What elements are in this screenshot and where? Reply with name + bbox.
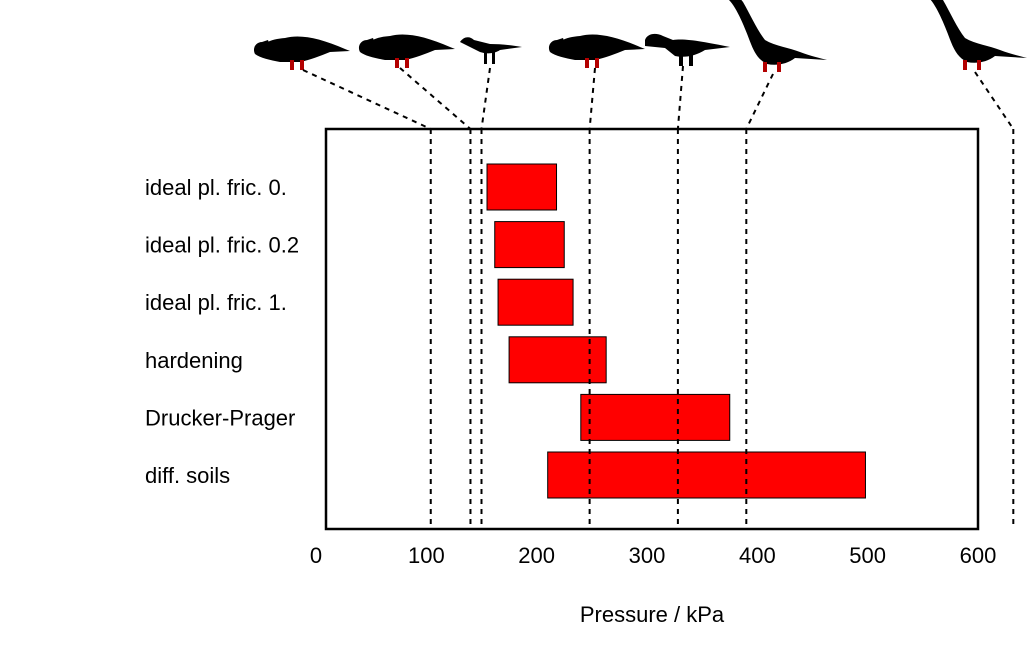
silhouette-leader-lines [302, 65, 1015, 130]
bar-2 [494, 221, 565, 269]
leader-line [480, 67, 491, 130]
leader-line [974, 71, 1015, 130]
bar-4 [508, 336, 607, 384]
bar-series [486, 163, 866, 499]
x-tick-label: 400 [739, 543, 776, 568]
hadrosaur-silhouette-icon [548, 34, 645, 68]
category-label: Drucker-Prager [145, 405, 295, 430]
x-tick-label: 0 [310, 543, 322, 568]
leader-line [399, 67, 472, 130]
reference-lines [429, 129, 1015, 529]
x-tick-label: 200 [518, 543, 555, 568]
sauropod-silhouette-icon [729, 0, 827, 72]
category-label: diff. soils [145, 463, 230, 488]
leader-line [302, 69, 432, 130]
category-label: ideal pl. fric. 1. [145, 290, 287, 315]
theropod-silhouette-icon [645, 33, 730, 66]
bar-3 [497, 278, 574, 326]
bar-6 [547, 451, 866, 499]
category-label: ideal pl. fric. 0.2 [145, 233, 299, 258]
x-tick-label: 100 [408, 543, 445, 568]
hadrosaur-silhouette-icon [358, 34, 455, 68]
leader-line [676, 65, 684, 130]
x-tick-label: 600 [960, 543, 997, 568]
bar-1 [486, 163, 558, 211]
leader-line [588, 67, 596, 130]
hadrosaur-silhouette-icon [253, 36, 350, 70]
dinosaur-silhouettes [253, 0, 1027, 72]
plot-frame [324, 127, 980, 531]
category-labels: ideal pl. fric. 0. ideal pl. fric. 0.2 ide… [145, 175, 299, 488]
x-tick-label: 500 [849, 543, 886, 568]
x-tick-label: 300 [629, 543, 666, 568]
small-theropod-silhouette-icon [460, 37, 522, 64]
sauropod-silhouette-icon [930, 0, 1027, 70]
x-axis-title: Pressure / kPa [580, 602, 725, 627]
x-axis-tick-labels: 0 100 200 300 400 500 600 [310, 543, 996, 568]
category-label: hardening [145, 348, 243, 373]
leader-line [745, 73, 774, 130]
bar-5 [580, 393, 731, 441]
category-label: ideal pl. fric. 0. [145, 175, 287, 200]
